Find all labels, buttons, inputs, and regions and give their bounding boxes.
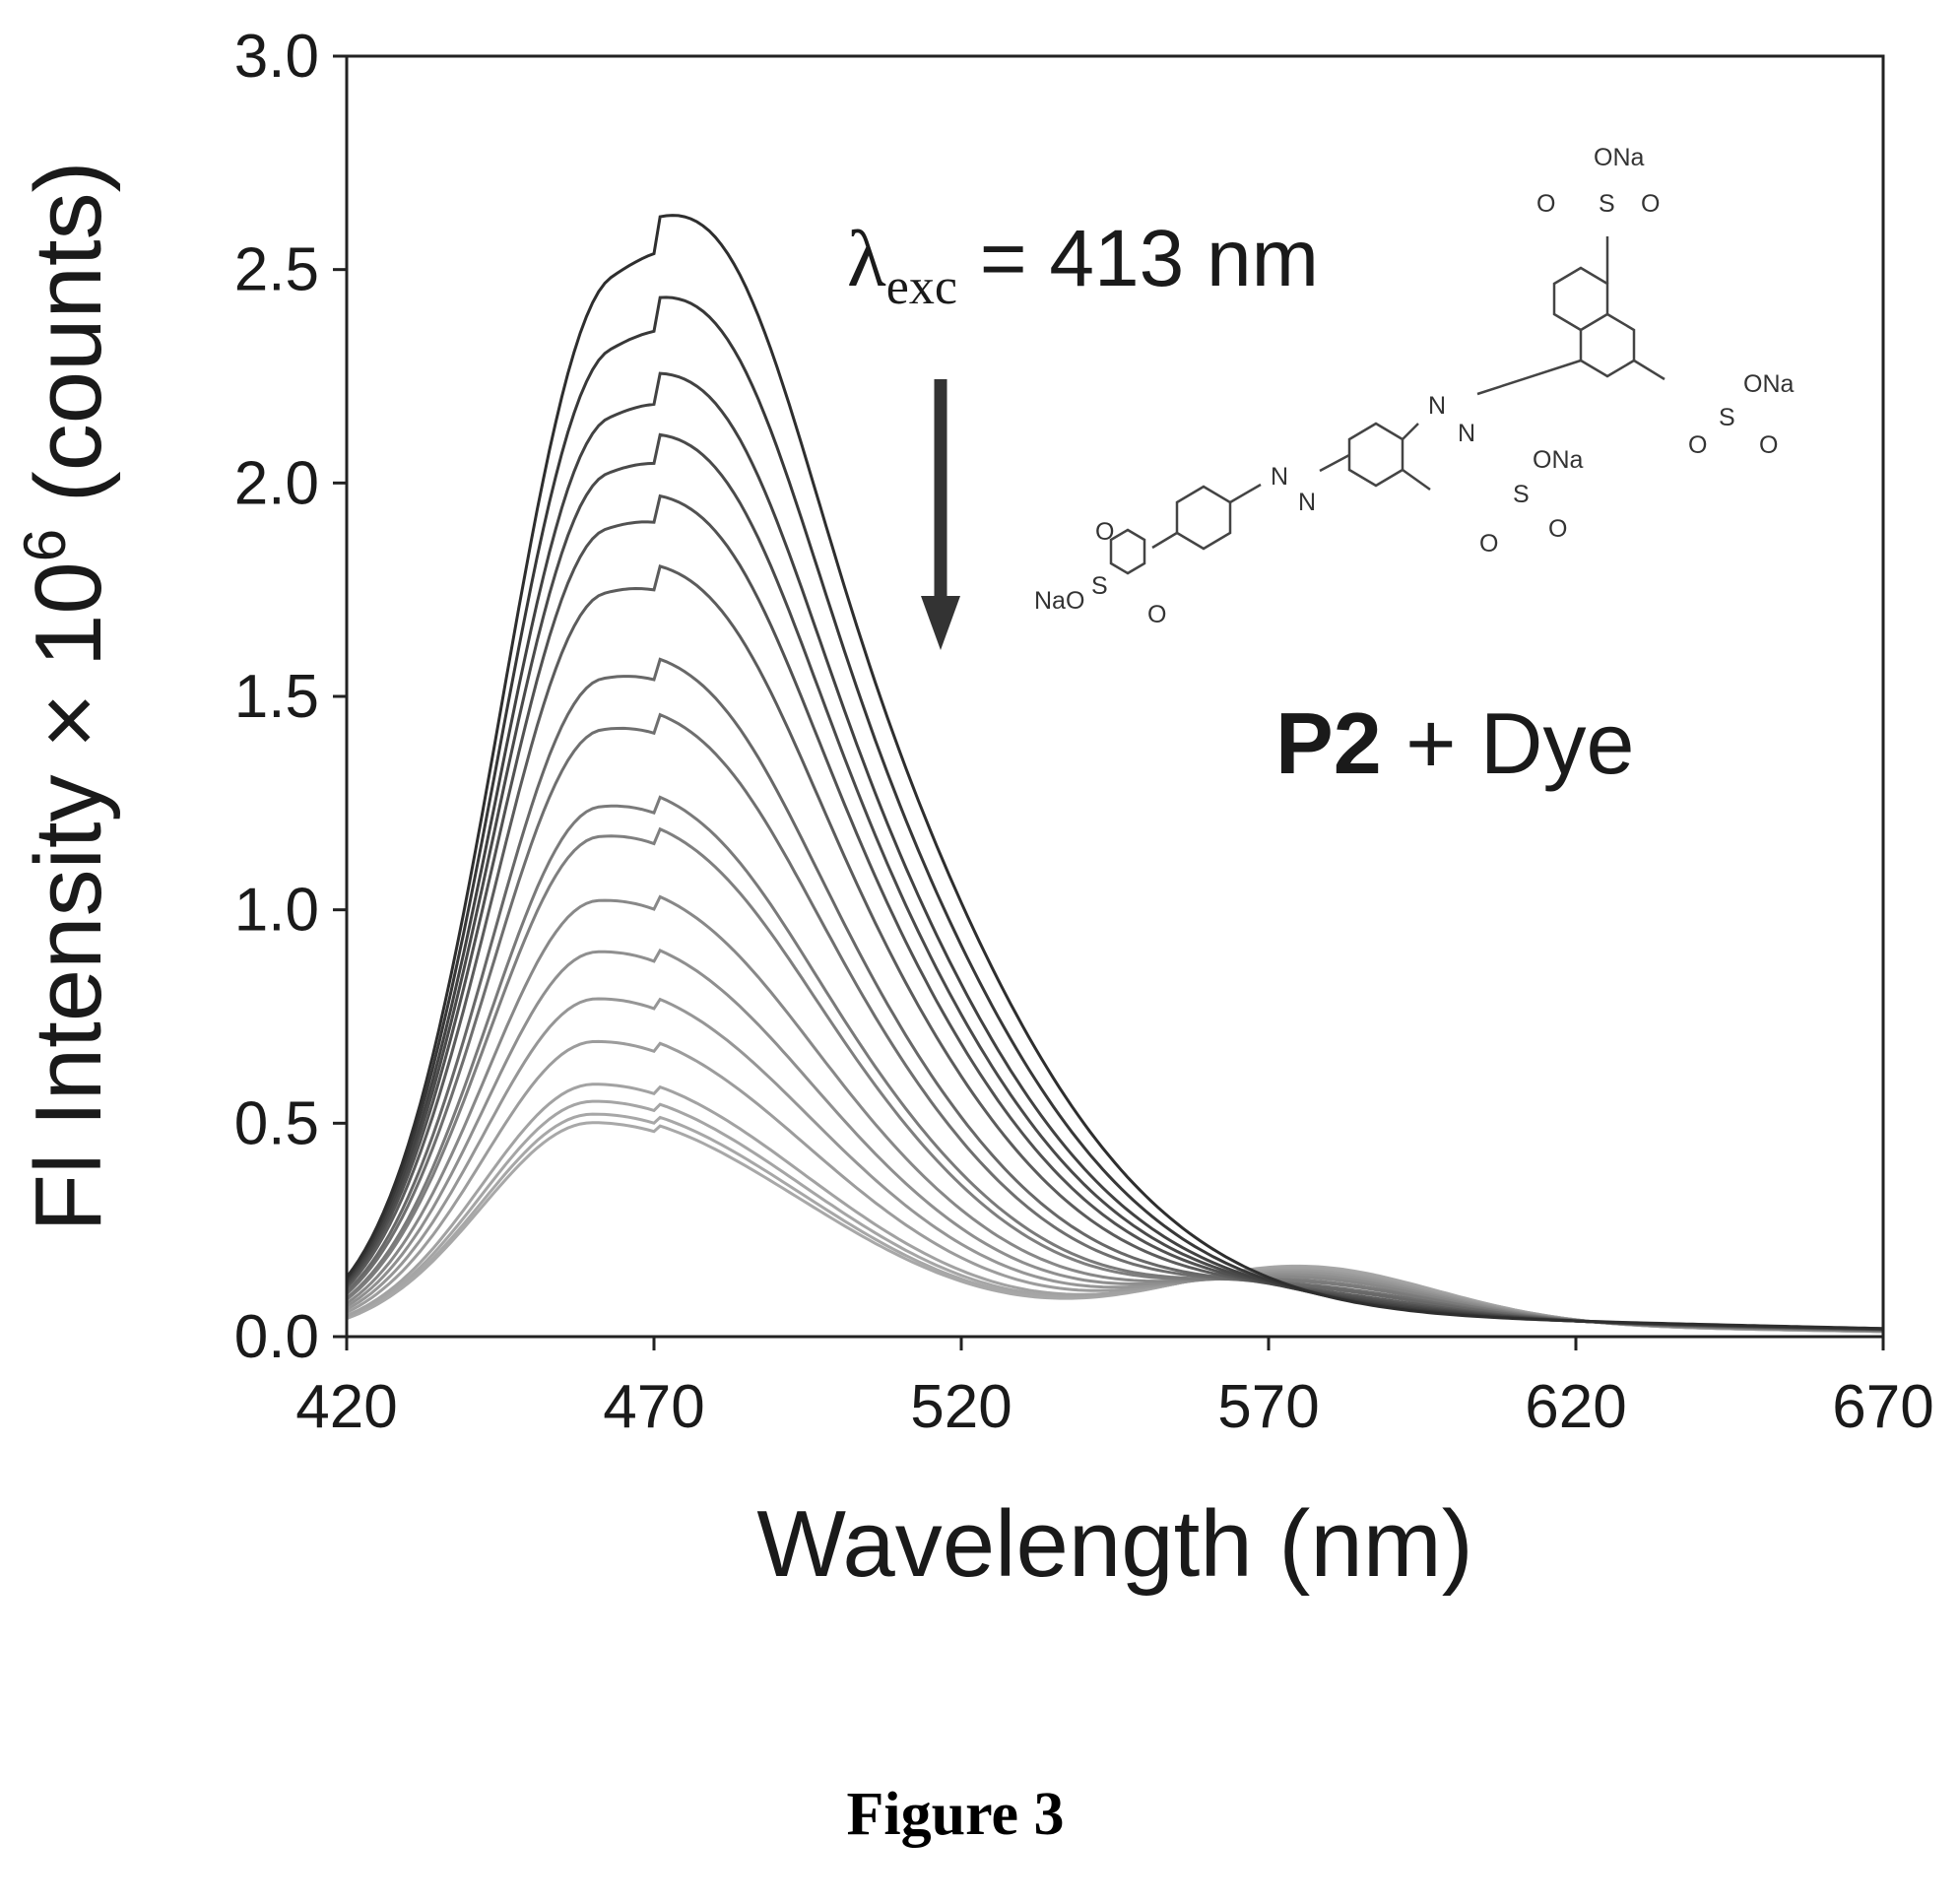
x-tick-label: 670 — [1832, 1373, 1933, 1441]
y-axis-ticks: 0.0 0.5 1.0 1.5 2.0 2.5 3.0 — [234, 23, 347, 1371]
svg-text:S: S — [1719, 404, 1735, 431]
excitation-label: λexc = 413 nm — [847, 214, 1319, 315]
sample-label: P2 + Dye — [1275, 694, 1634, 792]
x-tick-label: 520 — [910, 1373, 1012, 1441]
svg-text:N: N — [1458, 420, 1475, 447]
svg-text:N: N — [1271, 463, 1288, 491]
spectrum-line — [345, 295, 1884, 1331]
svg-text:N: N — [1428, 392, 1446, 420]
svg-text:N: N — [1298, 489, 1316, 516]
spectrum-line — [345, 712, 1884, 1332]
y-tick-label: 1.5 — [234, 663, 319, 731]
spectrum-line — [346, 826, 1884, 1333]
spectrum-line — [345, 657, 1884, 1332]
figure-caption: Figure 3 — [847, 1781, 1065, 1848]
svg-text:S: S — [1513, 481, 1530, 508]
svg-text:O: O — [1095, 518, 1114, 546]
spectrum-line — [346, 894, 1884, 1333]
spectrum-line — [346, 1099, 1884, 1334]
svg-text:O: O — [1147, 601, 1166, 628]
spectrum-line — [345, 563, 1884, 1332]
y-axis-label: Fl Intensity × 106 (counts) — [12, 161, 121, 1231]
x-tick-label: 470 — [603, 1373, 704, 1441]
spectrum-line — [346, 949, 1884, 1333]
y-tick-label: 2.5 — [234, 236, 319, 304]
svg-text:O: O — [1759, 431, 1778, 459]
svg-text:ONa: ONa — [1594, 144, 1645, 171]
x-tick-label: 620 — [1525, 1373, 1626, 1441]
x-tick-label: 420 — [295, 1373, 397, 1441]
svg-text:O: O — [1641, 190, 1660, 218]
x-tick-label: 570 — [1217, 1373, 1319, 1441]
quench-arrow — [921, 379, 960, 650]
dye-chemical-structure: N N N N ONa O S O ONa S O O ONa S O O Na… — [1034, 144, 1795, 628]
svg-text:S: S — [1599, 190, 1615, 218]
svg-text:S: S — [1091, 572, 1108, 600]
spectrum-line — [345, 214, 1884, 1331]
svg-text:NaO: NaO — [1034, 587, 1084, 615]
svg-text:O: O — [1536, 190, 1555, 218]
y-tick-label: 0.5 — [234, 1089, 319, 1157]
svg-text:ONa: ONa — [1533, 446, 1584, 474]
svg-text:O: O — [1688, 431, 1707, 459]
svg-text:ONa: ONa — [1743, 370, 1795, 398]
x-axis-ticks: 420 470 520 570 620 670 — [295, 1337, 1934, 1441]
spectrum-line — [346, 1121, 1884, 1334]
svg-text:O: O — [1479, 530, 1498, 558]
svg-text:O: O — [1548, 515, 1567, 543]
spectra-curves — [345, 214, 1884, 1334]
x-axis-label: Wavelength (nm) — [756, 1491, 1472, 1597]
y-tick-label: 1.0 — [234, 877, 319, 945]
spectrum-line — [345, 432, 1884, 1331]
y-tick-label: 0.0 — [234, 1303, 319, 1371]
y-tick-label: 3.0 — [234, 23, 319, 91]
y-tick-label: 2.0 — [234, 449, 319, 517]
